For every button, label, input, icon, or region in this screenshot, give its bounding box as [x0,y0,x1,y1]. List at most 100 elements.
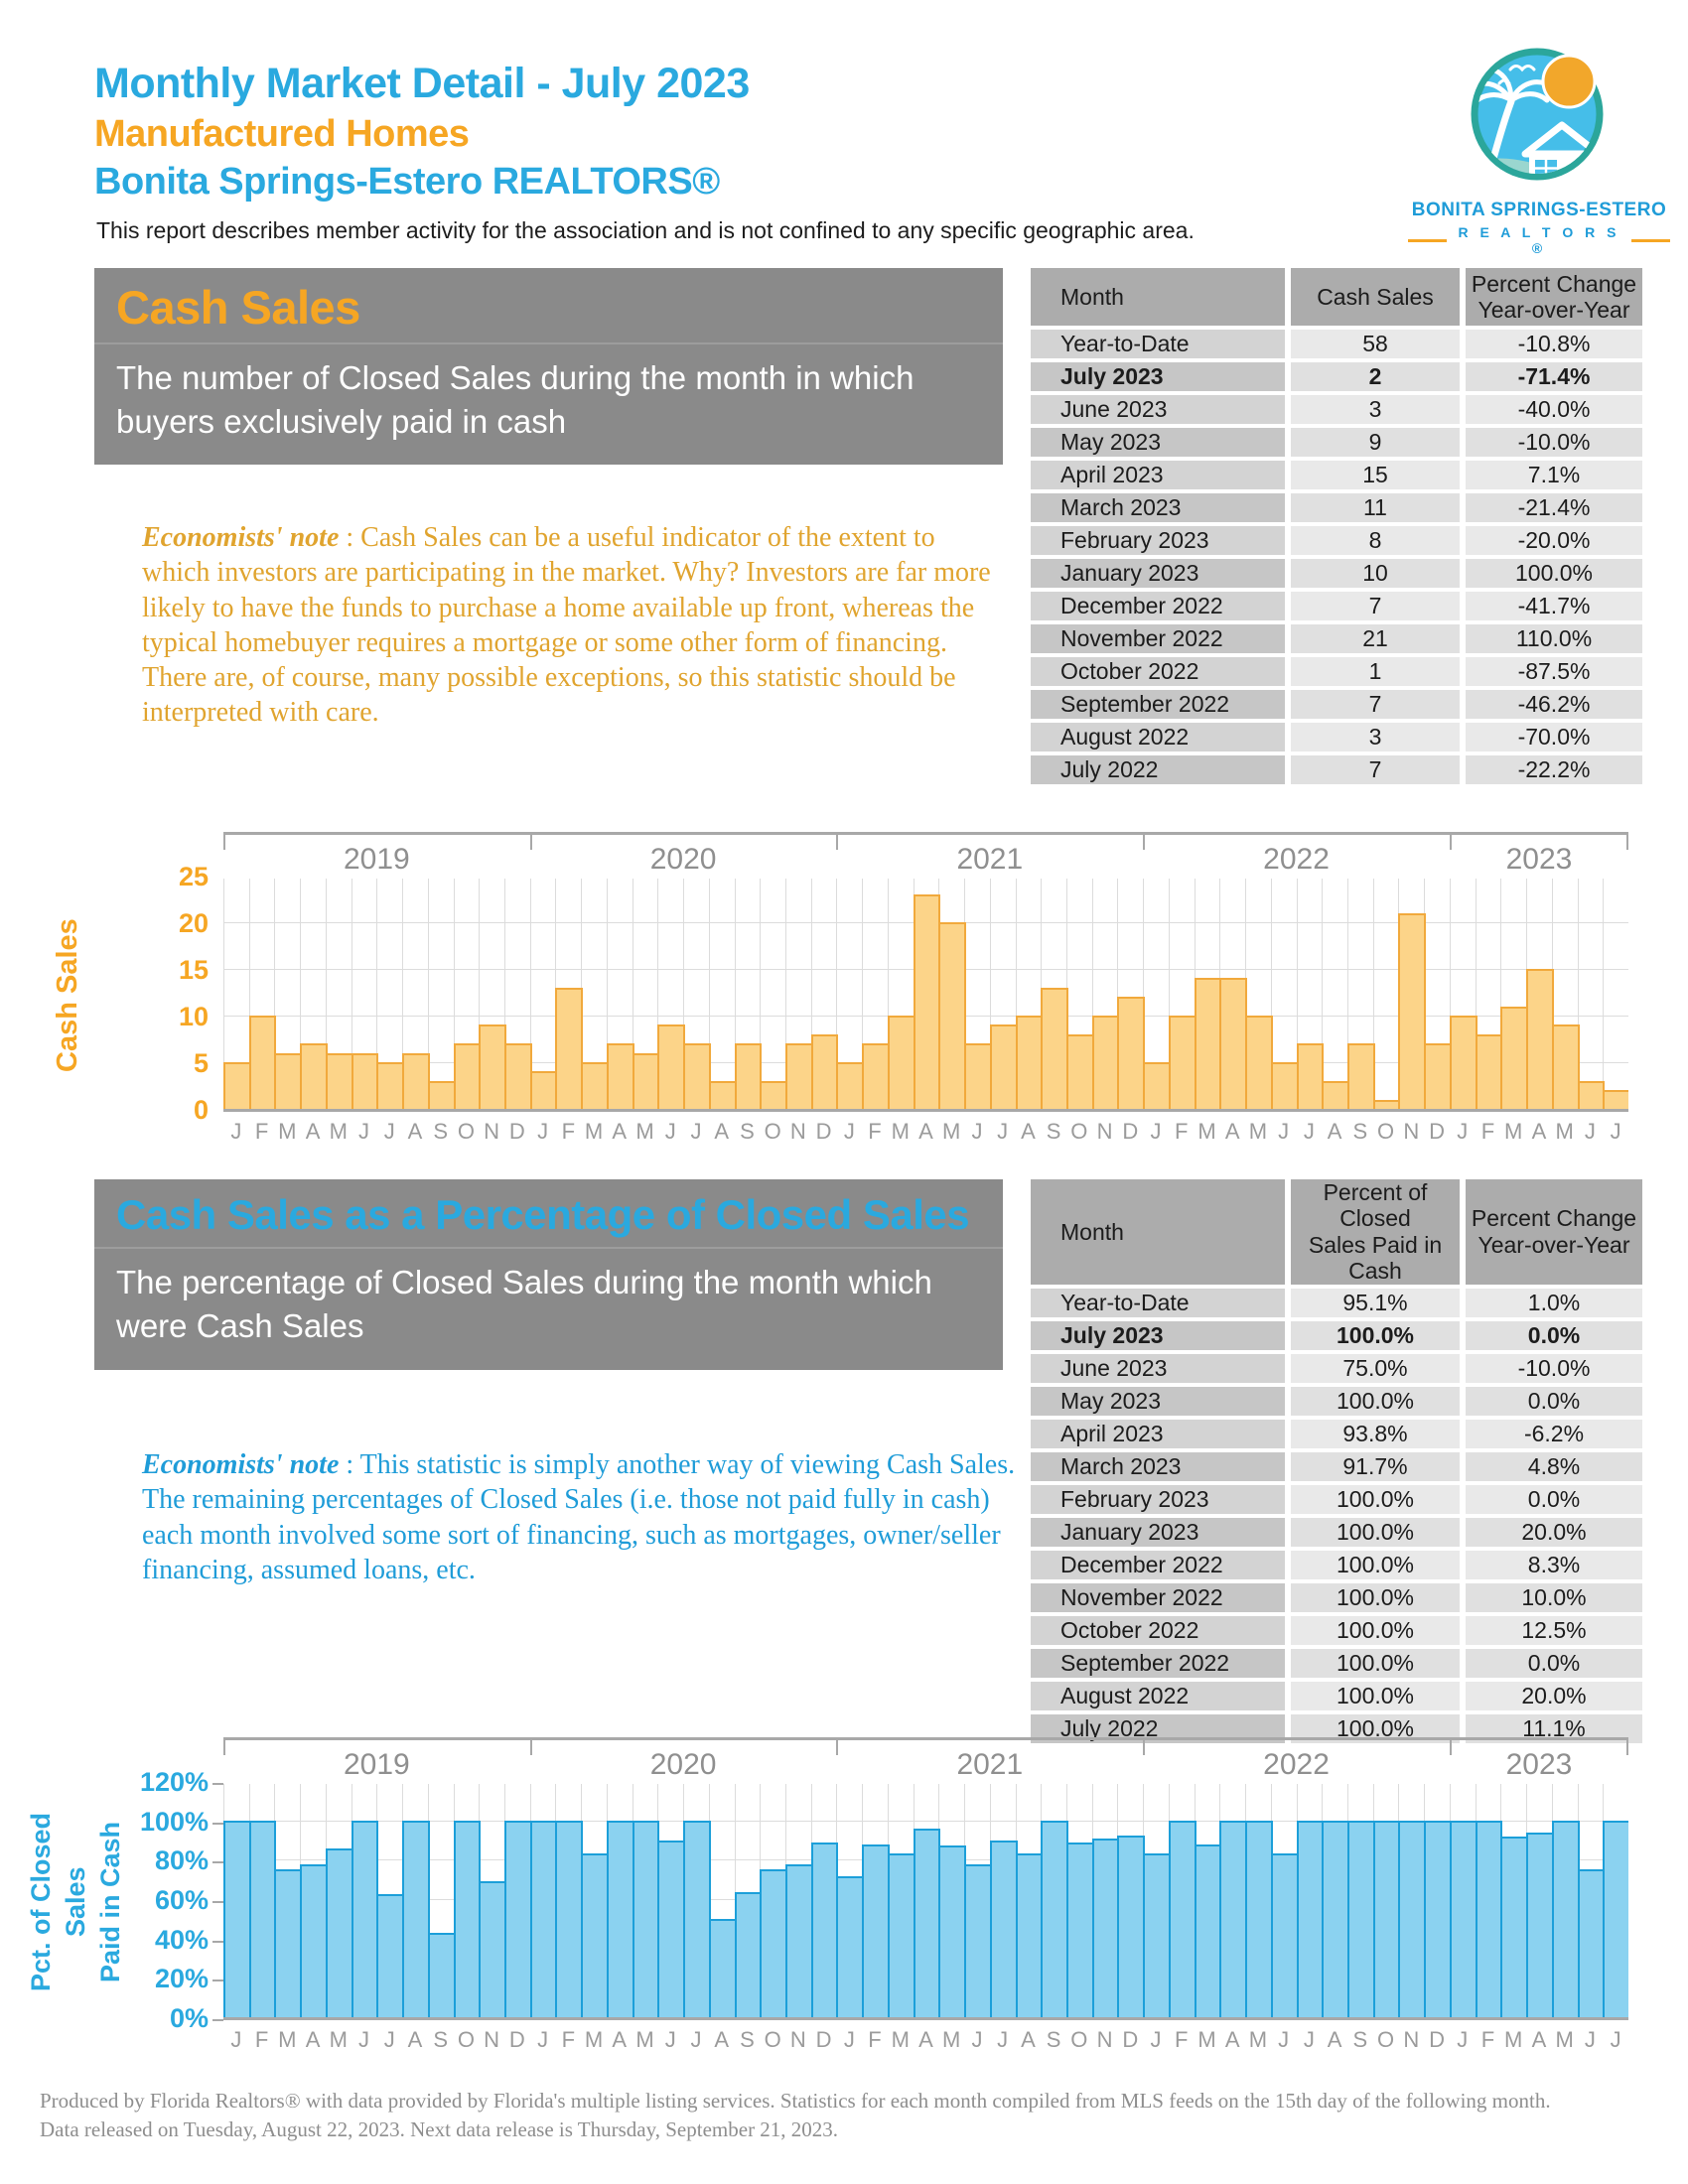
cell-value: 3 [1291,395,1460,424]
year-label: 2020 [649,843,717,876]
bar [632,1820,660,2017]
bar [1398,1820,1427,2017]
y-tick-mark [212,1822,223,1825]
x-tick-label: N [789,2027,806,2052]
bar [1219,978,1248,1109]
cell-month: November 2022 [1031,1582,1285,1612]
cell-change: 8.3% [1466,1550,1642,1579]
x-tick-label: J [1278,1119,1290,1144]
cell-month: July 2022 [1031,755,1285,784]
gridline-vertical [760,879,762,1109]
x-tick-label: A [1021,1119,1036,1144]
gridline-vertical [300,879,302,1109]
gridline-vertical [810,879,812,1109]
x-tick-label: N [1403,1119,1420,1144]
x-tick-label: J [358,1119,369,1144]
bar [734,1891,763,2017]
cell-value: 100.0% [1291,1320,1460,1350]
cell-change: -10.8% [1466,330,1642,358]
cell-value: 58 [1291,330,1460,358]
cell-change: 110.0% [1466,624,1642,653]
bar [1015,1852,1044,2017]
cell-change: 12.5% [1466,1615,1642,1645]
table-grid: Month Cash Sales Percent Change Year-over-… [1031,268,1642,784]
year-boundary-tick [1143,835,1146,850]
x-tick-label: M [635,2027,654,2052]
y-tick-mark [212,1861,223,1864]
y-tick-mark [212,1979,223,1982]
gridline-vertical [325,879,327,1109]
property-type-title: Manufactured Homes [94,113,470,155]
bar [683,1043,711,1109]
cell-value: 8 [1291,526,1460,555]
x-tick-label: D [815,1119,832,1144]
plot-area [223,1784,1628,2020]
x-tick-label: A [1327,1119,1342,1144]
x-tick-label: S [433,1119,449,1144]
bar [938,1845,967,2017]
x-tick-label: J [1610,2027,1621,2052]
bar [1500,1837,1529,2017]
x-tick-label: D [1122,1119,1139,1144]
page-title: Monthly Market Detail - July 2023 [94,60,750,107]
y-axis-title: Cash Sales [52,918,83,1072]
bar [1041,987,1068,1109]
bar [1143,1062,1171,1109]
y-tick-mark [212,1901,223,1903]
cell-value: 91.7% [1291,1451,1460,1481]
x-tick-label: J [1150,2027,1162,2052]
x-tick-label: O [1070,1119,1088,1144]
year-label: 2021 [956,1748,1024,1781]
economists-note-2: Economists' note : This statistic is sim… [142,1447,1016,1587]
section-subtitle: The number of Closed Sales during the mo… [116,359,914,440]
bar [862,1844,890,2017]
bar [1066,1033,1094,1109]
column-header: Percent Change Year-over-Year [1466,268,1642,326]
gridline-vertical [1449,879,1451,1109]
x-tick-label: A [612,1119,628,1144]
x-tick-label: J [1150,1119,1162,1144]
x-tick-label: J [1584,2027,1596,2052]
bar [351,1052,379,1109]
bar [989,1840,1018,2017]
gridline-vertical [1475,879,1477,1109]
bar [989,1024,1018,1109]
cell-change: -10.0% [1466,428,1642,457]
x-tick-label: A [1021,2027,1036,2052]
bar [300,1043,328,1109]
bar [555,1820,584,2017]
column-header: Month [1031,268,1285,326]
bar [555,987,584,1109]
cell-change: 100.0% [1466,559,1642,588]
bar [376,1062,405,1109]
gridline-vertical [1347,879,1348,1109]
bar [887,1852,915,2017]
x-tick-label: J [1584,1119,1596,1144]
section-title: Cash Sales as a Percentage of Closed Sal… [94,1179,1003,1249]
x-tick-label: M [278,2027,297,2052]
cell-change: -71.4% [1466,362,1642,391]
gridline-vertical [1372,879,1374,1109]
x-tick-label: O [764,1119,781,1144]
x-tick-label: M [1248,2027,1268,2052]
cell-value: 100.0% [1291,1615,1460,1645]
gridline-vertical [1322,879,1324,1109]
bar [1296,1043,1325,1109]
bar [1526,1832,1554,2017]
x-tick-label: A [407,1119,423,1144]
cell-month: July 2023 [1031,362,1285,391]
bar [862,1043,890,1109]
gridline-vertical [989,879,991,1109]
bar [581,1852,609,2017]
economists-note-label: Economists' note [142,522,340,553]
x-tick-label: M [278,1119,297,1144]
cell-month: January 2023 [1031,559,1285,588]
cell-month: April 2023 [1031,461,1285,489]
bar [1372,1820,1401,2017]
year-label: 2022 [1263,1748,1330,1781]
logo-realtors-label: R E A L T O R S ® [1458,224,1620,256]
cell-change: -10.0% [1466,1353,1642,1383]
y-tick-label: 0 [193,1095,209,1125]
cell-change: 0.0% [1466,1648,1642,1678]
